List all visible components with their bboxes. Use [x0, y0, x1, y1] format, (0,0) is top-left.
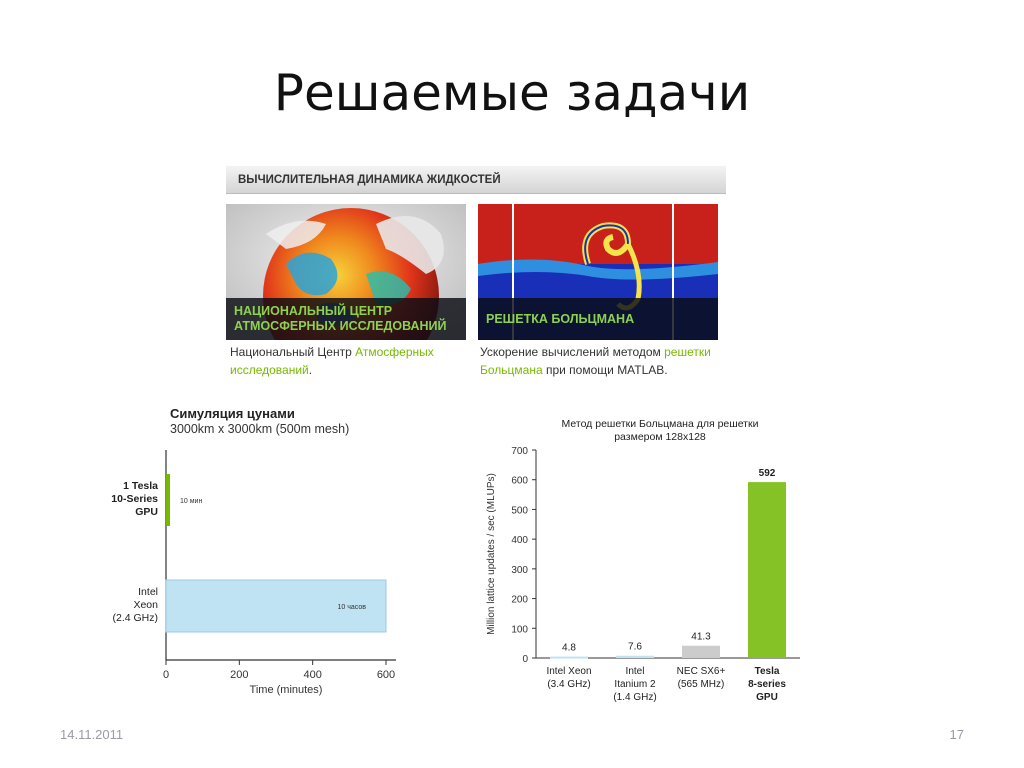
lbm-chart-title: Метод решетки Больцмана для решетки разм… [561, 418, 759, 443]
lbm-bar [550, 656, 588, 659]
lbm-data-label: 7.6 [628, 642, 642, 653]
ncar-caption-line1: НАЦИОНАЛЬНЫЙ ЦЕНТР [234, 304, 393, 318]
lbm-y-tick-label: 700 [511, 446, 528, 457]
lbm-data-label: 592 [759, 468, 776, 479]
tsunami-category-label: 1 Tesla 10-Series GPU [111, 480, 158, 518]
lbm-category-label: NEC SX6+ (565 MHz) [677, 666, 726, 690]
cfd-section-header: ВЫЧИСЛИТЕЛЬНАЯ ДИНАМИКА ЖИДКОСТЕЙ [226, 166, 726, 194]
tsunami-x-tick-label: 200 [230, 669, 248, 681]
lbm-y-tick-label: 500 [511, 505, 528, 516]
lbm-panel: РЕШЕТКА БОЛЬЦМАНА [478, 204, 718, 340]
lbm-caption-line1: РЕШЕТКА БОЛЬЦМАНА [486, 311, 635, 326]
lbm-bar [616, 655, 654, 658]
slide-date: 14.11.2011 [60, 727, 124, 742]
lbm-category-label: Tesla 8-series GPU [748, 666, 786, 703]
lbm-bar [682, 645, 720, 658]
tsunami-bar [166, 474, 170, 526]
lbm-y-axis-label: Million lattice updates / sec (MLUPs) [486, 473, 497, 635]
ncar-description: Национальный Центр Атмосферных исследова… [230, 343, 470, 379]
ncar-desc-tail: . [308, 363, 313, 377]
slide-page-number: 17 [949, 727, 964, 742]
ncar-desc-text: Национальный Центр [230, 345, 356, 359]
lbm-desc-link[interactable]: решетки Больцмана [480, 345, 711, 377]
lbm-y-tick-label: 300 [511, 565, 528, 576]
lbm-bar [748, 482, 786, 658]
lbm-y-tick-label: 100 [511, 624, 528, 635]
lbm-chart: 0 100 200 300 400 500 600 700 Million lattice up… [486, 446, 800, 703]
lbm-category-label: Intel Xeon (3.4 GHz) [546, 666, 591, 690]
ncar-caption-line2: АТМОСФЕРНЫХ ИССЛЕДОВАНИЙ [234, 319, 447, 333]
tsunami-chart-title: Симуляция цунами [170, 406, 295, 421]
ncar-panel: НАЦИОНАЛЬНЫЙ ЦЕНТР АТМОСФЕРНЫХ ИССЛЕДОВА… [226, 204, 466, 340]
tsunami-x-tick-label: 0 [163, 669, 169, 681]
lbm-category-label: Intel Itanium 2 (1.4 GHz) [613, 666, 656, 703]
lbm-desc-text: Ускорение вычислений методом [480, 345, 665, 359]
lbm-description: Ускорение вычислений методом решетки Бол… [480, 343, 720, 379]
tsunami-x-axis-label: Time (minutes) [250, 684, 323, 696]
tsunami-data-label: 10 мин [180, 498, 202, 505]
tsunami-chart-subtitle: 3000km x 3000km (500m mesh) [170, 422, 350, 436]
lbm-y-tick-label: 0 [522, 654, 528, 665]
ncar-caption: НАЦИОНАЛЬНЫЙ ЦЕНТР АТМОСФЕРНЫХ ИССЛЕДОВА… [226, 298, 466, 340]
lbm-desc-tail: при помощи MATLAB. [542, 363, 668, 377]
tsunami-chart: 0 200 400 600 Time (minutes) 10 мин 1 Tesla 10-… [111, 450, 396, 696]
tsunami-category-label: Intel Xeon (2.4 GHz) [112, 586, 158, 624]
tsunami-x-tick-label: 400 [303, 669, 321, 681]
lbm-data-label: 41.3 [691, 632, 711, 643]
lbm-y-tick-label: 400 [511, 535, 528, 546]
tsunami-x-tick-label: 600 [377, 669, 395, 681]
lbm-y-tick-label: 200 [511, 595, 528, 606]
tsunami-bar [165, 579, 387, 633]
tsunami-data-label: 10 часов [338, 604, 367, 611]
lbm-caption: РЕШЕТКА БОЛЬЦМАНА [478, 298, 718, 340]
lbm-y-tick-label: 600 [511, 476, 528, 487]
slide-title: Решаемые задачи [273, 64, 751, 122]
ncar-desc-link[interactable]: Атмосферных исследований [230, 345, 434, 377]
lbm-data-label: 4.8 [562, 643, 576, 654]
